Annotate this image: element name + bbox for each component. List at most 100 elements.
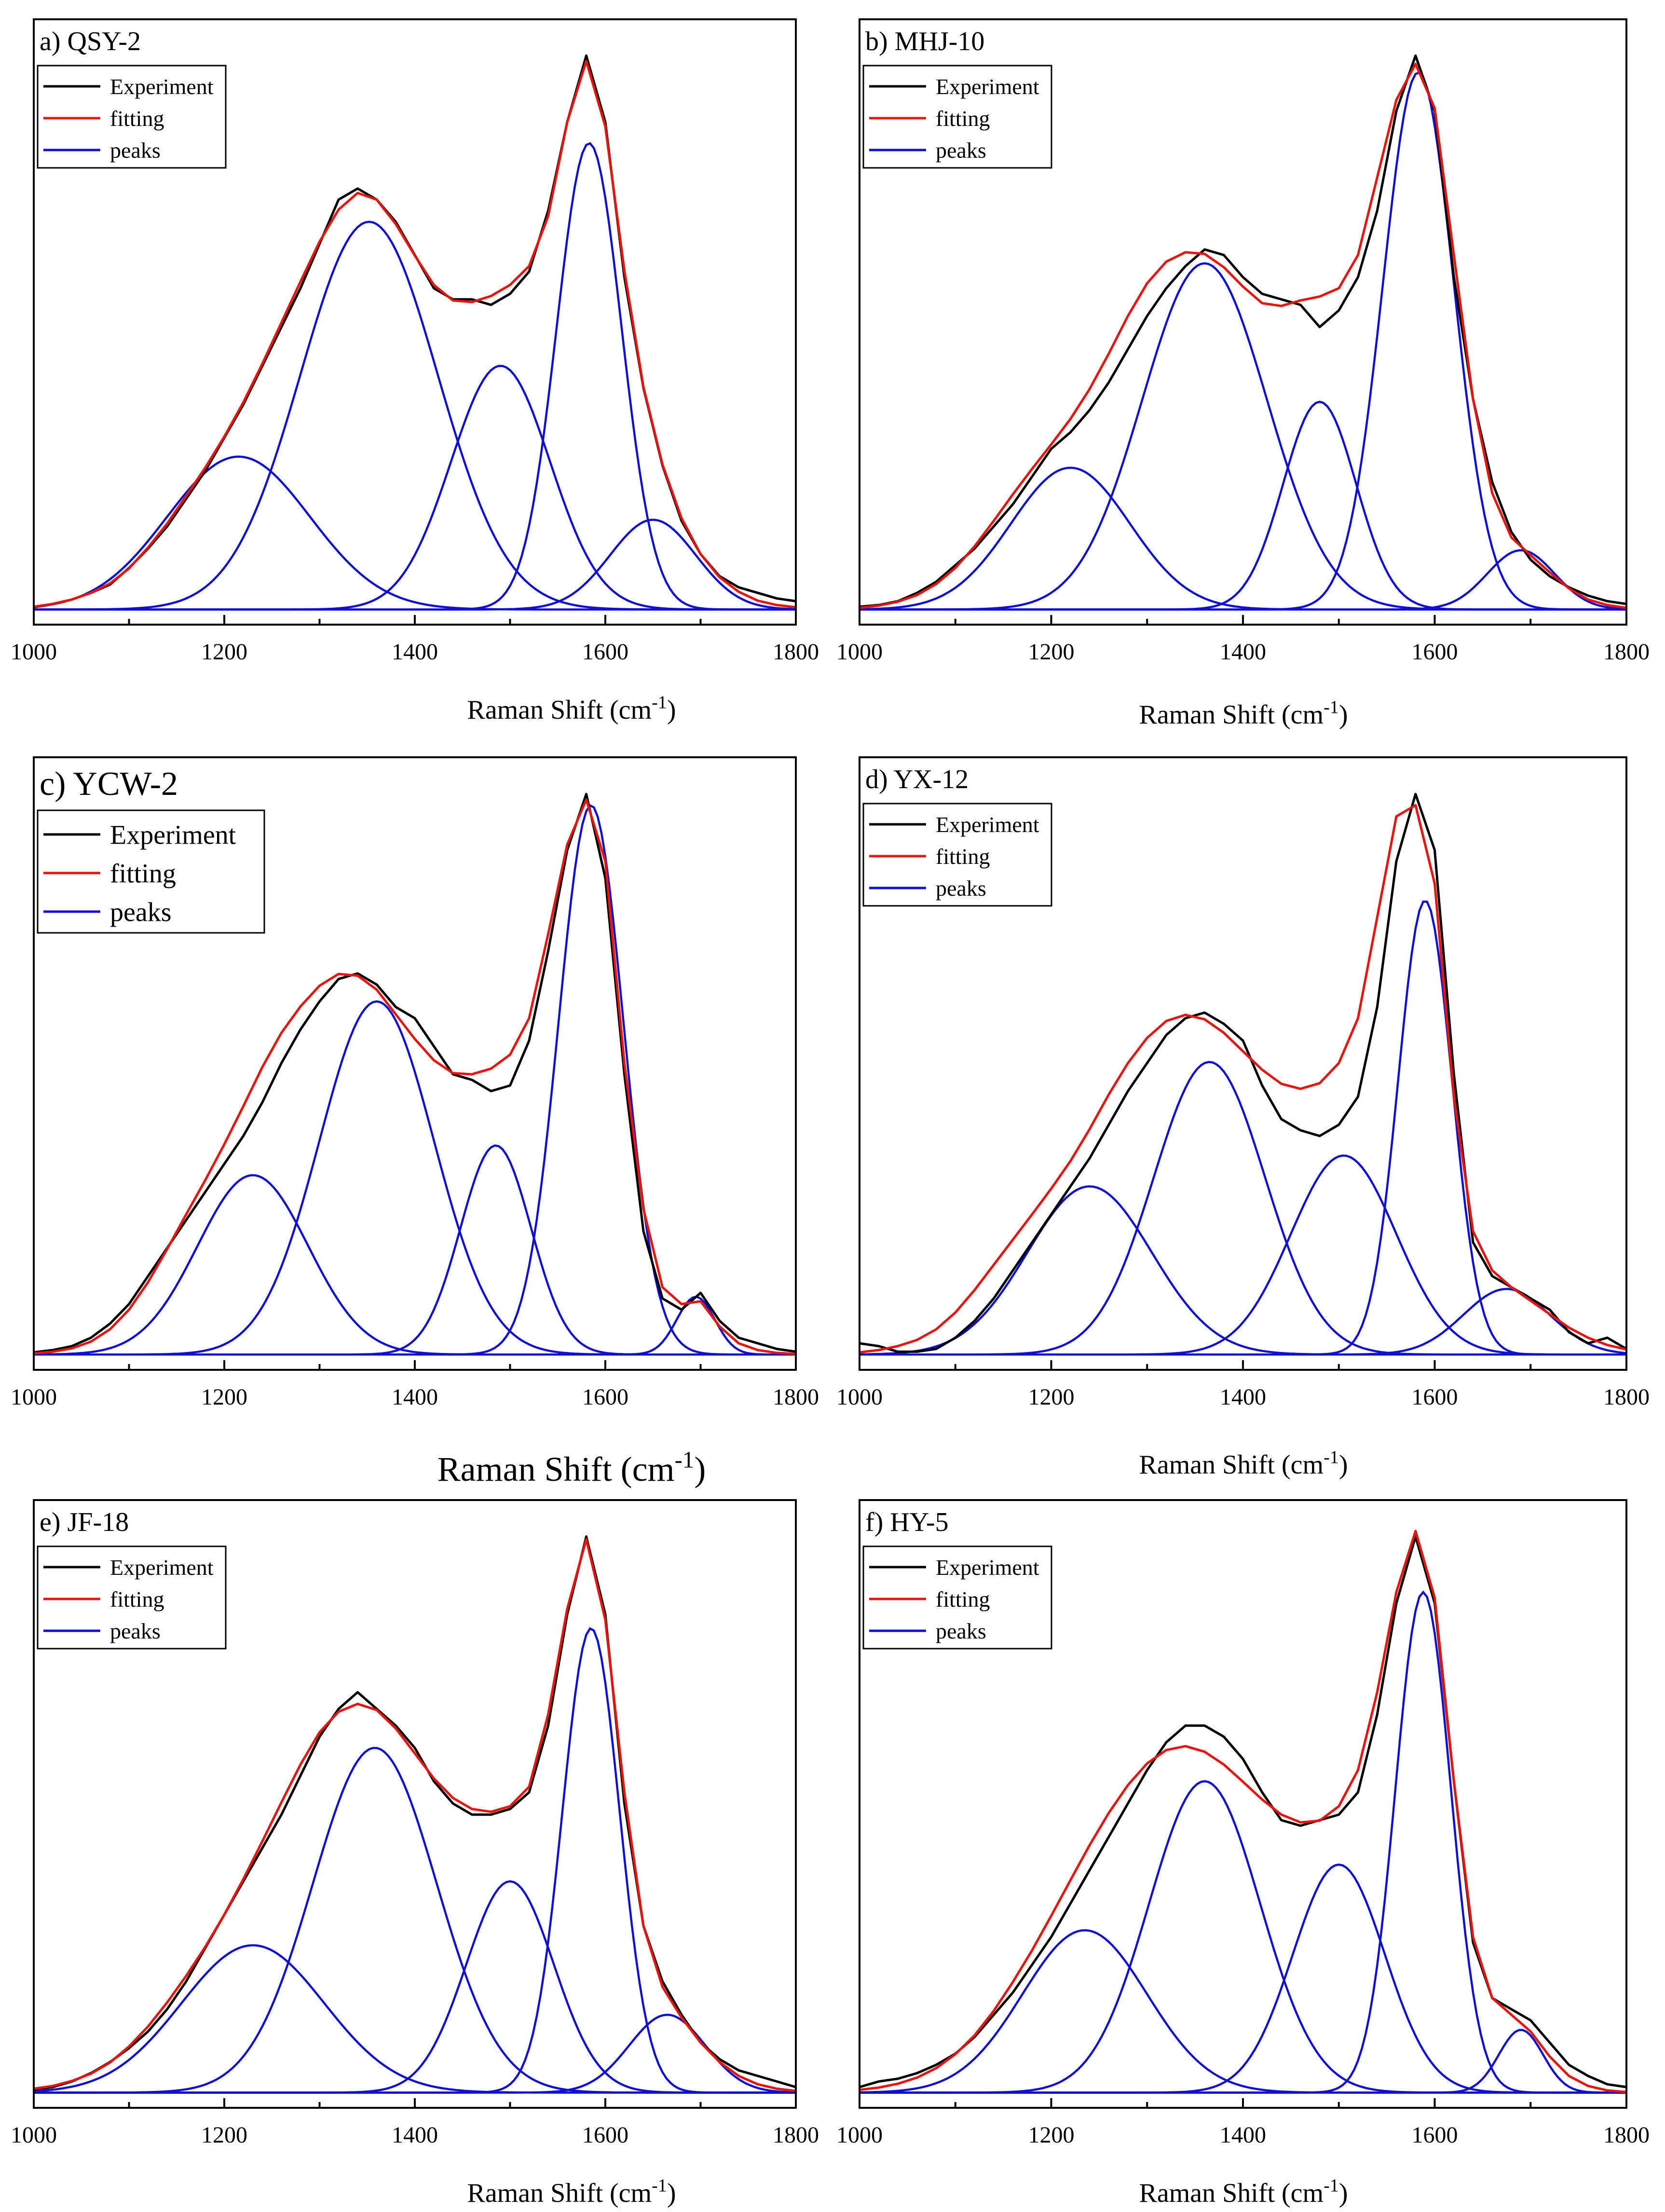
x-tick-label: 1600 — [582, 1384, 628, 1410]
legend-label-fitting: fitting — [110, 1587, 164, 1611]
peak-5-curve — [34, 519, 796, 611]
legend-label-fitting: fitting — [936, 844, 990, 869]
x-axis-label: Raman Shift (cm-1) — [467, 2176, 676, 2208]
x-tick-label: 1800 — [1603, 2122, 1650, 2148]
peak-1-curve — [860, 1185, 1626, 1356]
peak-3-curve — [34, 1144, 796, 1356]
fitting-curve — [859, 804, 1627, 1354]
x-axis-label: Raman Shift (cm-1) — [437, 1447, 706, 1488]
x-tick-label: 1000 — [11, 1384, 57, 1410]
peak-components — [34, 1627, 796, 2094]
peak-5-curve — [860, 1288, 1626, 1356]
x-tick-label: 1600 — [1412, 639, 1458, 665]
x-axis-label: Raman Shift (cm-1) — [1139, 1447, 1348, 1480]
peak-5-curve — [34, 1296, 796, 1356]
x-tick-label: 1000 — [836, 639, 883, 665]
legend: Experiment fitting peaks — [37, 65, 227, 169]
experiment-curve — [859, 792, 1627, 1353]
x-tick-label: 1800 — [1603, 1384, 1650, 1410]
peak-components — [860, 71, 1626, 611]
legend-label-fitting: fitting — [110, 859, 176, 889]
x-tick-label: 1400 — [392, 2122, 438, 2148]
legend-label-peaks: peaks — [110, 898, 172, 928]
legend: Experiment fitting peaks — [862, 803, 1052, 907]
fitting-curve — [859, 1529, 1627, 2093]
fitting-curve — [859, 63, 1627, 609]
panel-title: e) JF-18 — [40, 1507, 129, 1537]
x-axis-label: Raman Shift (cm-1) — [467, 693, 676, 725]
peak-1-curve — [34, 455, 796, 611]
legend-label-peaks: peaks — [110, 138, 161, 163]
x-tick-label: 1000 — [11, 639, 57, 665]
x-tick-label: 1600 — [582, 2122, 628, 2148]
peak-components — [34, 142, 796, 611]
panel-title: d) YX-12 — [865, 765, 969, 794]
x-tick-label: 1200 — [1028, 2122, 1075, 2148]
x-tick-label: 1600 — [1412, 2122, 1458, 2148]
experiment-curve — [33, 1535, 796, 2091]
chart-panel-a: 1000 1200 1400 1600 1800 Raman Shift (cm-1) a)… — [11, 18, 819, 725]
legend-label-experiment: Experiment — [936, 74, 1039, 99]
peak-components — [860, 1590, 1626, 2094]
x-tick-label: 1600 — [582, 639, 628, 665]
legend-label-peaks: peaks — [936, 1619, 986, 1643]
legend: Experiment fitting peaks — [37, 1545, 227, 1650]
peak-4-curve — [860, 1590, 1626, 2094]
peak-5-curve — [860, 549, 1626, 611]
experiment-curve — [33, 792, 796, 1354]
x-axis-label: Raman Shift (cm-1) — [1139, 2176, 1348, 2208]
peak-3-curve — [34, 365, 796, 611]
x-tick-label: 1000 — [836, 2122, 883, 2148]
x-tick-label: 1600 — [1412, 1384, 1458, 1410]
x-axis-label: Raman Shift (cm-1) — [1139, 697, 1348, 730]
peak-4-curve — [34, 1627, 796, 2094]
x-tick-label: 1800 — [1603, 639, 1650, 665]
x-tick-label: 1800 — [773, 639, 819, 665]
peak-2-curve — [860, 1061, 1626, 1356]
peak-2-curve — [860, 262, 1626, 611]
x-tick-label: 1200 — [201, 2122, 247, 2148]
chart-panel-e: 1000 1200 1400 1600 1800 Raman Shift (cm-1) e)… — [11, 1499, 819, 2208]
x-tick-label: 1200 — [1028, 639, 1075, 665]
peak-components — [860, 901, 1626, 1356]
legend-label-experiment: Experiment — [110, 74, 214, 99]
peak-1-curve — [34, 1174, 796, 1356]
x-tick-label: 1200 — [201, 639, 247, 665]
x-tick-label: 1200 — [1028, 1384, 1075, 1410]
peak-1-curve — [860, 1929, 1626, 2094]
peak-5-curve — [860, 2029, 1626, 2094]
peak-3-curve — [34, 1880, 796, 2094]
legend-label-experiment: Experiment — [110, 820, 236, 850]
legend-label-experiment: Experiment — [110, 1555, 214, 1580]
x-tick-label: 1200 — [201, 1384, 247, 1410]
panel-title: b) MHJ-10 — [865, 27, 984, 56]
x-tick-label: 1400 — [1220, 1384, 1266, 1410]
peak-5-curve — [34, 2013, 796, 2094]
x-tick-label: 1400 — [1220, 639, 1266, 665]
fitting-curve — [33, 60, 796, 609]
chart-panel-b: 1000 1200 1400 1600 1800 Raman Shift (cm-1) b)… — [836, 18, 1650, 730]
x-tick-label: 1800 — [773, 2122, 819, 2148]
legend: Experiment fitting peaks — [862, 65, 1052, 169]
x-tick-label: 1400 — [392, 1384, 438, 1410]
x-tick-label: 1400 — [392, 639, 438, 665]
x-tick-label: 1000 — [836, 1384, 883, 1410]
peak-3-curve — [860, 400, 1626, 611]
experiment-curve — [859, 1535, 1627, 2089]
legend-label-experiment: Experiment — [936, 812, 1039, 837]
legend-label-fitting: fitting — [936, 106, 990, 131]
x-tick-label: 1000 — [11, 2122, 57, 2148]
peak-2-curve — [34, 220, 796, 611]
legend-box — [37, 65, 227, 169]
peak-components — [34, 804, 796, 1356]
chart-panel-d: 1000 1200 1400 1600 1800 Raman Shift (cm-1) d)… — [836, 756, 1650, 1480]
panel-title: c) YCW-2 — [40, 765, 178, 803]
panel-title: f) HY-5 — [865, 1507, 949, 1537]
fitting-curve — [33, 798, 796, 1355]
panel-title: a) QSY-2 — [40, 27, 141, 56]
legend: Experiment fitting peaks — [862, 1545, 1052, 1650]
legend-label-peaks: peaks — [110, 1619, 161, 1643]
legend: Experiment fitting peaks — [37, 809, 265, 934]
legend-label-fitting: fitting — [110, 106, 164, 131]
